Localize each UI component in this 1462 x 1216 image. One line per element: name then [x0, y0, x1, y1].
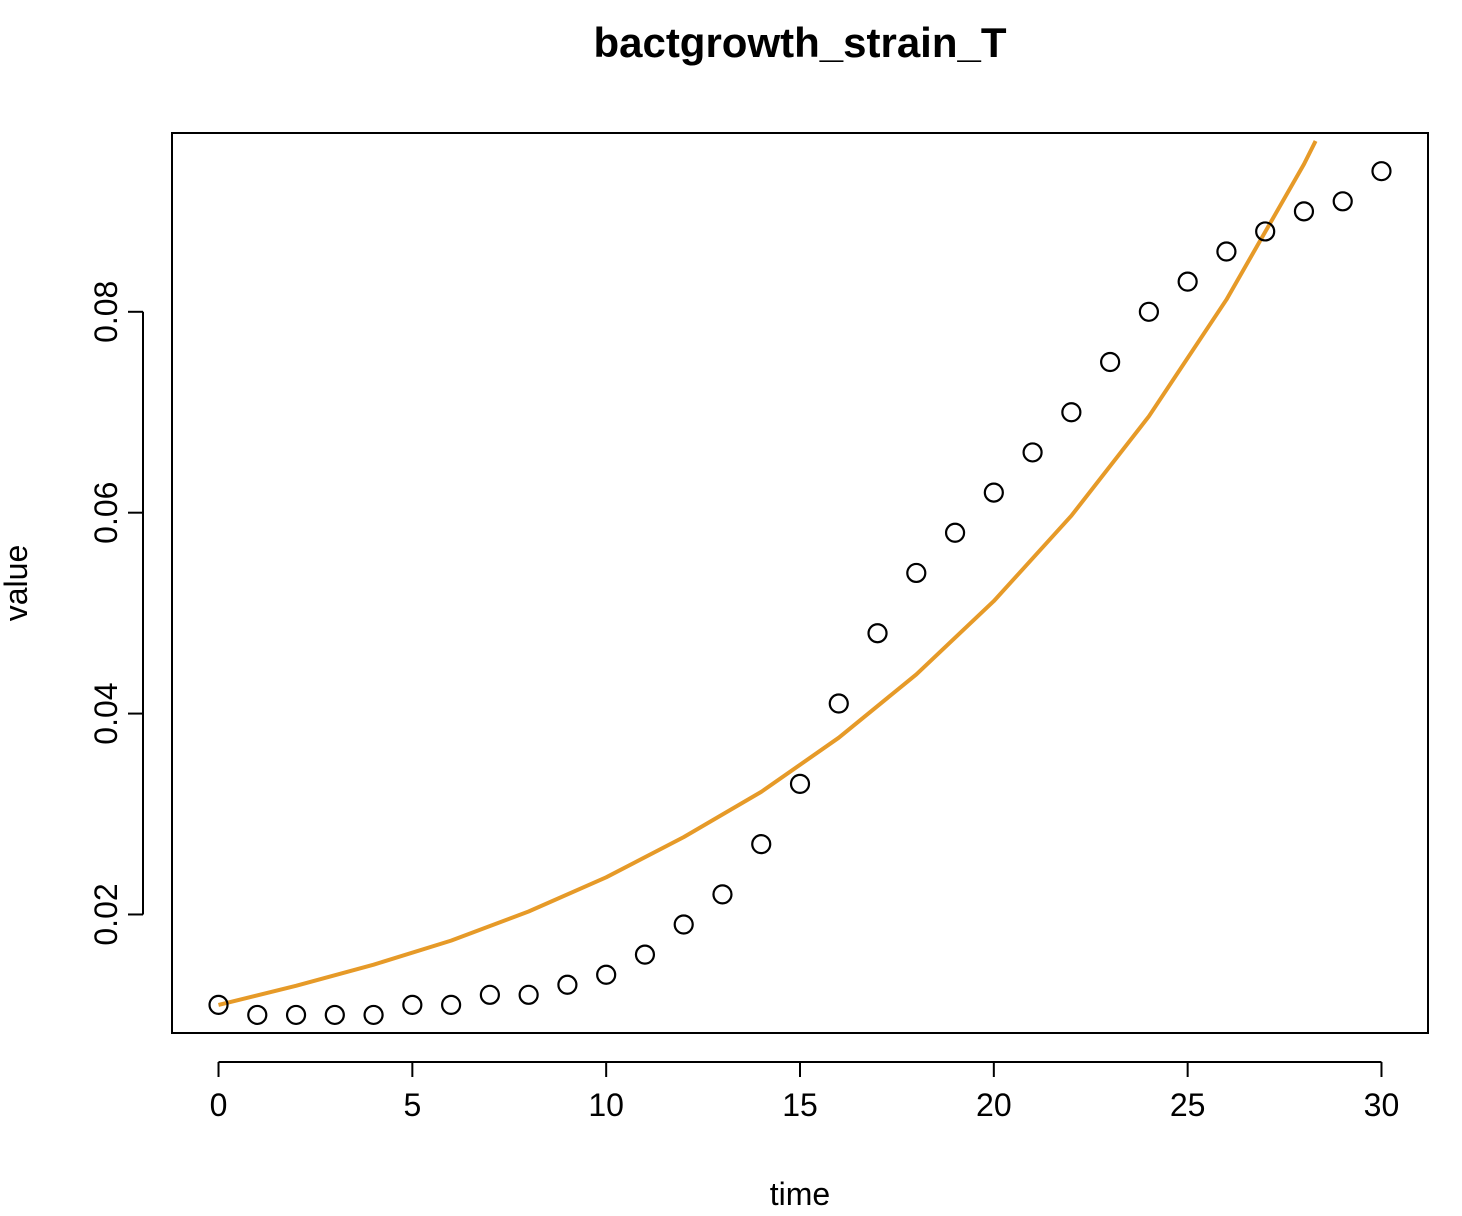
y-tick-label: 0.06 — [88, 482, 124, 544]
x-tick-label: 10 — [588, 1087, 624, 1123]
data-point — [751, 834, 772, 855]
data-point — [557, 974, 578, 995]
x-tick-label: 0 — [210, 1087, 228, 1123]
data-point — [1177, 271, 1198, 292]
y-tick-label: 0.04 — [88, 682, 124, 744]
plot-frame — [171, 132, 1429, 1034]
data-point — [712, 884, 733, 905]
y-axis-label: value — [0, 545, 34, 622]
point-layer — [208, 161, 1392, 1026]
chart-title: bactgrowth_strain_T — [593, 19, 1006, 66]
data-point — [441, 994, 462, 1015]
fit-line — [218, 140, 1318, 1007]
x-tick-label: 5 — [403, 1087, 421, 1123]
data-point — [828, 693, 849, 714]
data-point — [1293, 201, 1315, 222]
data-point — [634, 944, 656, 965]
x-tick-label: 20 — [976, 1087, 1012, 1123]
x-tick-label: 25 — [1170, 1087, 1206, 1123]
data-point — [402, 994, 423, 1015]
x-tick-label: 15 — [782, 1087, 818, 1123]
y-axis: 0.02 0.04 0.06 0.08 — [88, 281, 144, 946]
x-axis: 0 5 10 15 20 25 30 — [210, 1061, 1400, 1123]
data-point — [1255, 221, 1276, 242]
x-tick-label: 30 — [1364, 1087, 1400, 1123]
data-point — [479, 984, 500, 1005]
data-point — [1100, 351, 1121, 373]
data-point — [1022, 442, 1043, 463]
data-point — [1061, 402, 1082, 423]
data-point — [867, 623, 888, 644]
data-point — [1138, 301, 1159, 322]
data-point — [1332, 191, 1353, 212]
data-point — [1216, 241, 1237, 262]
fit-line-layer — [218, 140, 1318, 1007]
data-point — [944, 522, 966, 543]
data-point — [363, 1004, 384, 1026]
y-tick-label: 0.02 — [88, 883, 124, 945]
data-point — [596, 964, 617, 985]
data-point — [285, 1004, 307, 1026]
data-point — [906, 562, 927, 584]
data-point — [518, 984, 539, 1005]
data-point — [208, 994, 229, 1015]
data-point — [1371, 161, 1392, 182]
data-point — [247, 1004, 268, 1026]
x-axis-label: time — [770, 1176, 830, 1212]
data-point — [789, 773, 811, 794]
data-point — [983, 482, 1004, 503]
data-point — [673, 914, 694, 935]
y-tick-label: 0.08 — [88, 281, 124, 343]
data-point — [324, 1004, 345, 1026]
